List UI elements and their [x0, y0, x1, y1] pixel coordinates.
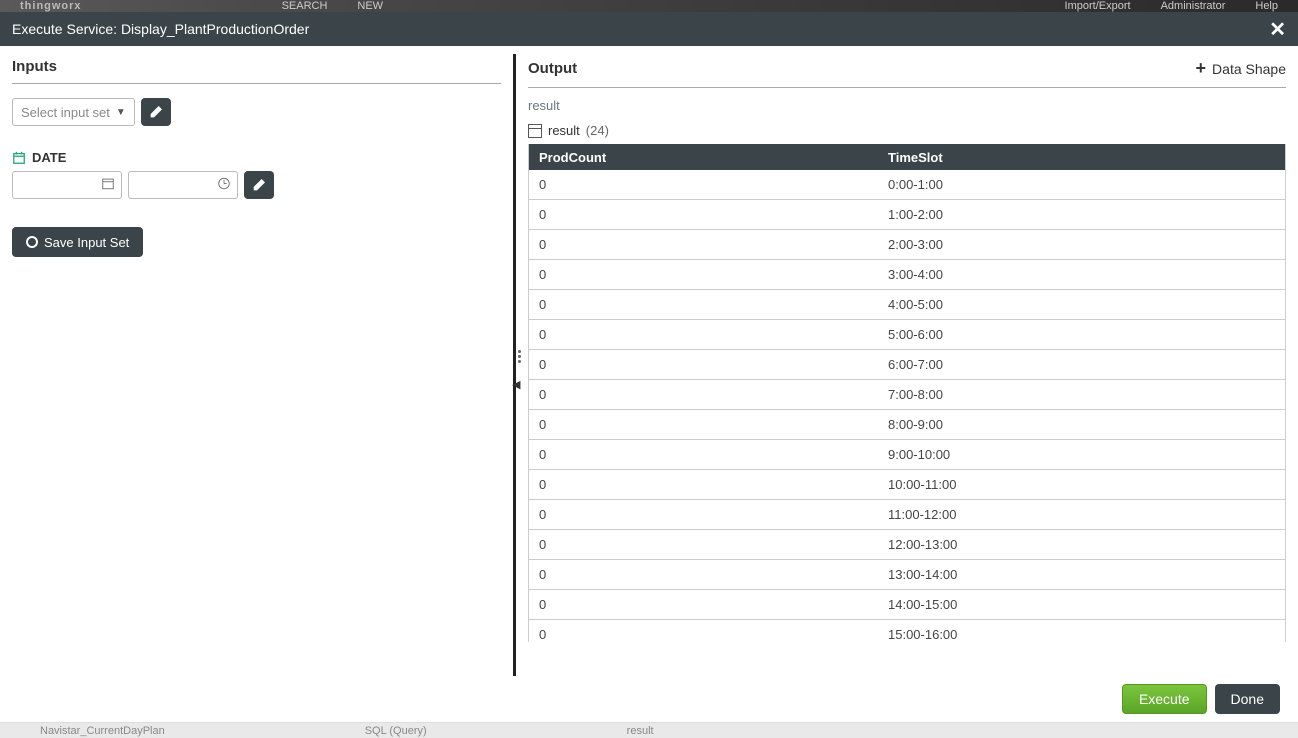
calendar-icon	[12, 151, 26, 165]
table-row[interactable]: 03:00-4:00	[529, 260, 1285, 290]
cell-timeslot: 14:00-15:00	[884, 597, 1285, 612]
cell-prodcount: 0	[529, 567, 884, 582]
table-header: ProdCount TimeSlot	[529, 144, 1285, 170]
table-row[interactable]: 01:00-2:00	[529, 200, 1285, 230]
cell-prodcount: 0	[529, 597, 884, 612]
table-row[interactable]: 07:00-8:00	[529, 380, 1285, 410]
cell-prodcount: 0	[529, 627, 884, 642]
result-table[interactable]: ProdCount TimeSlot 00:00-1:0001:00-2:000…	[528, 144, 1286, 642]
topbar-search[interactable]: SEARCH	[282, 0, 328, 12]
topbar-import[interactable]: Import/Export	[1065, 0, 1131, 12]
clock-icon[interactable]	[217, 177, 231, 194]
cell-timeslot: 5:00-6:00	[884, 327, 1285, 342]
output-panel: Output + Data Shape result result (24) P…	[516, 54, 1286, 676]
time-input[interactable]	[128, 171, 238, 199]
result-name: result	[548, 123, 580, 138]
app-logo: thingworx	[20, 0, 82, 12]
app-topbar: thingworx SEARCH NEW Import/Export Admin…	[0, 0, 1298, 12]
cell-timeslot: 6:00-7:00	[884, 357, 1285, 372]
table-row[interactable]: 015:00-16:00	[529, 620, 1285, 642]
table-row[interactable]: 012:00-13:00	[529, 530, 1285, 560]
chevron-down-icon: ▼	[116, 107, 126, 118]
data-shape-button[interactable]: + Data Shape	[1196, 58, 1286, 79]
cell-timeslot: 1:00-2:00	[884, 207, 1285, 222]
table-row[interactable]: 05:00-6:00	[529, 320, 1285, 350]
cell-prodcount: 0	[529, 297, 884, 312]
calendar-picker-icon[interactable]	[101, 177, 115, 194]
plus-icon: +	[1196, 58, 1207, 79]
cell-timeslot: 10:00-11:00	[884, 477, 1285, 492]
result-summary: result (24)	[528, 123, 1286, 138]
done-button[interactable]: Done	[1215, 684, 1280, 714]
table-row[interactable]: 09:00-10:00	[529, 440, 1285, 470]
cell-timeslot: 2:00-3:00	[884, 237, 1285, 252]
input-set-placeholder: Select input set	[21, 105, 110, 120]
date-label: DATE	[12, 150, 501, 165]
result-label: result	[528, 98, 1286, 113]
date-input[interactable]	[12, 171, 122, 199]
column-timeslot[interactable]: TimeSlot	[884, 150, 1285, 165]
cell-prodcount: 0	[529, 387, 884, 402]
cell-timeslot: 15:00-16:00	[884, 627, 1285, 642]
table-row[interactable]: 02:00-3:00	[529, 230, 1285, 260]
dialog-title: Execute Service: Display_PlantProduction…	[12, 21, 309, 37]
inputs-panel: Inputs Select input set ▼ DATE	[12, 54, 516, 676]
clear-date-button[interactable]	[244, 171, 274, 199]
topbar-help[interactable]: Help	[1255, 0, 1278, 12]
cell-prodcount: 0	[529, 357, 884, 372]
table-row[interactable]: 011:00-12:00	[529, 500, 1285, 530]
cell-timeslot: 3:00-4:00	[884, 267, 1285, 282]
cell-prodcount: 0	[529, 207, 884, 222]
table-row[interactable]: 013:00-14:00	[529, 560, 1285, 590]
dialog-titlebar: Execute Service: Display_PlantProduction…	[0, 12, 1298, 46]
cell-prodcount: 0	[529, 507, 884, 522]
cell-timeslot: 0:00-1:00	[884, 177, 1285, 192]
cell-prodcount: 0	[529, 447, 884, 462]
result-count: (24)	[586, 123, 609, 138]
cell-timeslot: 8:00-9:00	[884, 417, 1285, 432]
column-prodcount[interactable]: ProdCount	[529, 150, 884, 165]
clear-input-set-button[interactable]	[141, 98, 171, 126]
input-set-select[interactable]: Select input set ▼	[12, 98, 135, 126]
save-input-set-button[interactable]: Save Input Set	[12, 227, 143, 257]
close-icon[interactable]: ✕	[1269, 17, 1286, 42]
circle-icon	[26, 236, 38, 248]
output-title: Output	[528, 60, 577, 77]
table-row[interactable]: 04:00-5:00	[529, 290, 1285, 320]
eraser-icon	[148, 104, 164, 120]
cell-timeslot: 12:00-13:00	[884, 537, 1285, 552]
cell-timeslot: 9:00-10:00	[884, 447, 1285, 462]
topbar-new[interactable]: NEW	[357, 0, 383, 12]
table-row[interactable]: 010:00-11:00	[529, 470, 1285, 500]
cell-prodcount: 0	[529, 477, 884, 492]
table-row[interactable]: 08:00-9:00	[529, 410, 1285, 440]
cell-prodcount: 0	[529, 237, 884, 252]
background-strip: Navistar_CurrentDayPlan SQL (Query) resu…	[0, 722, 1298, 738]
table-row[interactable]: 00:00-1:00	[529, 170, 1285, 200]
cell-prodcount: 0	[529, 537, 884, 552]
cell-prodcount: 0	[529, 327, 884, 342]
table-row[interactable]: 06:00-7:00	[529, 350, 1285, 380]
cell-timeslot: 4:00-5:00	[884, 297, 1285, 312]
cell-prodcount: 0	[529, 177, 884, 192]
cell-timeslot: 11:00-12:00	[884, 507, 1285, 522]
table-icon	[528, 124, 542, 138]
eraser-icon	[251, 177, 267, 193]
cell-prodcount: 0	[529, 267, 884, 282]
execute-button[interactable]: Execute	[1122, 684, 1207, 714]
inputs-title: Inputs	[12, 54, 501, 84]
cell-prodcount: 0	[529, 417, 884, 432]
topbar-admin[interactable]: Administrator	[1161, 0, 1226, 12]
cell-timeslot: 7:00-8:00	[884, 387, 1285, 402]
table-row[interactable]: 014:00-15:00	[529, 590, 1285, 620]
dialog-footer: Execute Done	[0, 676, 1298, 722]
cell-timeslot: 13:00-14:00	[884, 567, 1285, 582]
